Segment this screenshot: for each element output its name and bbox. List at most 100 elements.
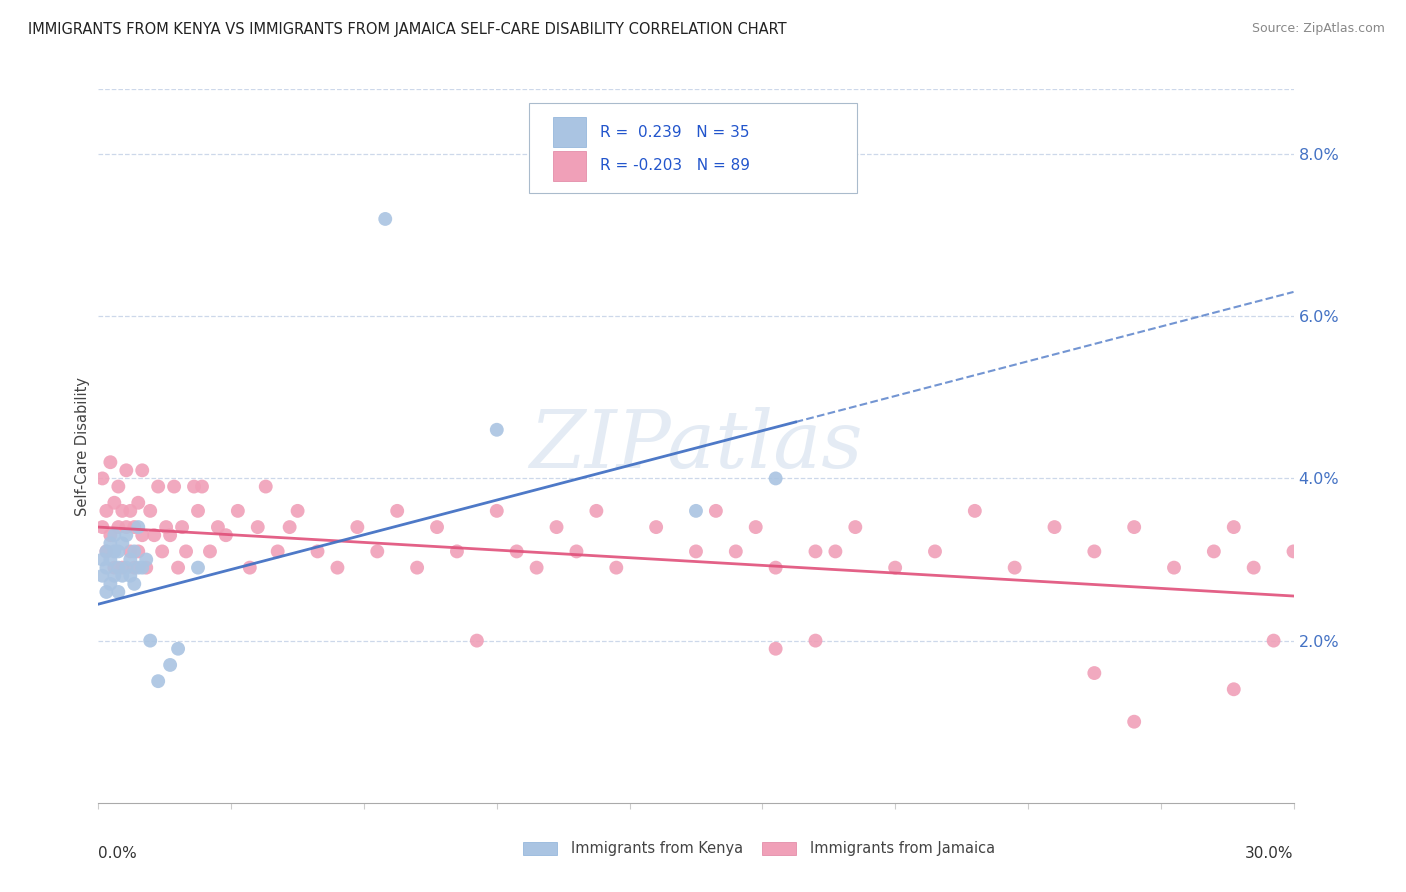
Point bbox=[131, 463, 153, 477]
Point bbox=[207, 520, 229, 534]
Point bbox=[239, 560, 262, 574]
Point bbox=[124, 544, 146, 558]
Point bbox=[685, 504, 707, 518]
Point bbox=[91, 471, 114, 485]
Point bbox=[103, 544, 125, 558]
Point bbox=[465, 633, 488, 648]
Point bbox=[163, 479, 186, 493]
Point bbox=[100, 552, 122, 566]
Point bbox=[91, 552, 114, 566]
Point bbox=[172, 520, 194, 534]
Point bbox=[526, 560, 548, 574]
Point bbox=[107, 585, 129, 599]
Point bbox=[100, 528, 122, 542]
Point bbox=[131, 528, 153, 542]
Point bbox=[139, 633, 162, 648]
Point bbox=[406, 560, 429, 574]
Point bbox=[765, 560, 787, 574]
Point bbox=[124, 560, 146, 574]
Point bbox=[127, 544, 149, 558]
Text: ZIPatlas: ZIPatlas bbox=[529, 408, 863, 484]
Point bbox=[765, 471, 787, 485]
Point bbox=[485, 504, 508, 518]
Point bbox=[107, 544, 129, 558]
Point bbox=[111, 568, 134, 582]
Point bbox=[127, 560, 149, 574]
Text: Immigrants from Kenya: Immigrants from Kenya bbox=[571, 841, 744, 856]
Point bbox=[107, 520, 129, 534]
Text: R =  0.239   N = 35: R = 0.239 N = 35 bbox=[600, 125, 749, 139]
Point bbox=[1043, 520, 1066, 534]
FancyBboxPatch shape bbox=[523, 842, 557, 855]
Point bbox=[187, 560, 209, 574]
Point bbox=[585, 504, 607, 518]
Point bbox=[124, 520, 146, 534]
Point bbox=[446, 544, 468, 558]
Text: 0.0%: 0.0% bbox=[98, 846, 138, 861]
Point bbox=[96, 504, 118, 518]
FancyBboxPatch shape bbox=[553, 117, 586, 147]
Point bbox=[704, 504, 727, 518]
Point bbox=[103, 496, 125, 510]
FancyBboxPatch shape bbox=[762, 842, 796, 855]
Point bbox=[278, 520, 301, 534]
Point bbox=[100, 455, 122, 469]
Point bbox=[159, 528, 181, 542]
Point bbox=[804, 633, 827, 648]
Point bbox=[111, 560, 134, 574]
FancyBboxPatch shape bbox=[553, 151, 586, 180]
Point bbox=[115, 520, 138, 534]
Point bbox=[148, 674, 170, 689]
Text: Immigrants from Jamaica: Immigrants from Jamaica bbox=[810, 841, 995, 856]
Point bbox=[267, 544, 290, 558]
Point bbox=[685, 544, 707, 558]
FancyBboxPatch shape bbox=[529, 103, 858, 193]
Point bbox=[963, 504, 986, 518]
Point bbox=[287, 504, 309, 518]
Point bbox=[1163, 560, 1185, 574]
Text: R = -0.203   N = 89: R = -0.203 N = 89 bbox=[600, 158, 751, 173]
Point bbox=[155, 520, 177, 534]
Point bbox=[1123, 714, 1146, 729]
Point bbox=[485, 423, 508, 437]
Point bbox=[546, 520, 568, 534]
Point bbox=[346, 520, 368, 534]
Point bbox=[765, 641, 787, 656]
Point bbox=[187, 504, 209, 518]
Point bbox=[103, 528, 125, 542]
Point bbox=[565, 544, 588, 558]
Point bbox=[148, 479, 170, 493]
Point bbox=[385, 504, 409, 518]
Text: IMMIGRANTS FROM KENYA VS IMMIGRANTS FROM JAMAICA SELF-CARE DISABILITY CORRELATIO: IMMIGRANTS FROM KENYA VS IMMIGRANTS FROM… bbox=[28, 22, 787, 37]
Point bbox=[115, 463, 138, 477]
Point bbox=[100, 536, 122, 550]
Point bbox=[107, 560, 129, 574]
Point bbox=[246, 520, 269, 534]
Point bbox=[120, 568, 142, 582]
Point bbox=[135, 552, 157, 566]
Point bbox=[745, 520, 768, 534]
Point bbox=[167, 560, 190, 574]
Point bbox=[131, 560, 153, 574]
Point bbox=[139, 504, 162, 518]
Point bbox=[374, 211, 396, 226]
Point bbox=[159, 657, 181, 672]
Point bbox=[103, 560, 125, 574]
Point bbox=[120, 504, 142, 518]
Point bbox=[96, 544, 118, 558]
Point bbox=[884, 560, 907, 574]
Point bbox=[307, 544, 329, 558]
Point bbox=[115, 560, 138, 574]
Point bbox=[1222, 520, 1246, 534]
Point bbox=[844, 520, 866, 534]
Point bbox=[215, 528, 238, 542]
Point bbox=[174, 544, 197, 558]
Point bbox=[1083, 666, 1105, 681]
Point bbox=[96, 585, 118, 599]
Point bbox=[1263, 633, 1285, 648]
Point bbox=[127, 496, 149, 510]
Point bbox=[1004, 560, 1026, 574]
Point bbox=[120, 552, 142, 566]
Point bbox=[506, 544, 529, 558]
Point bbox=[1243, 560, 1265, 574]
